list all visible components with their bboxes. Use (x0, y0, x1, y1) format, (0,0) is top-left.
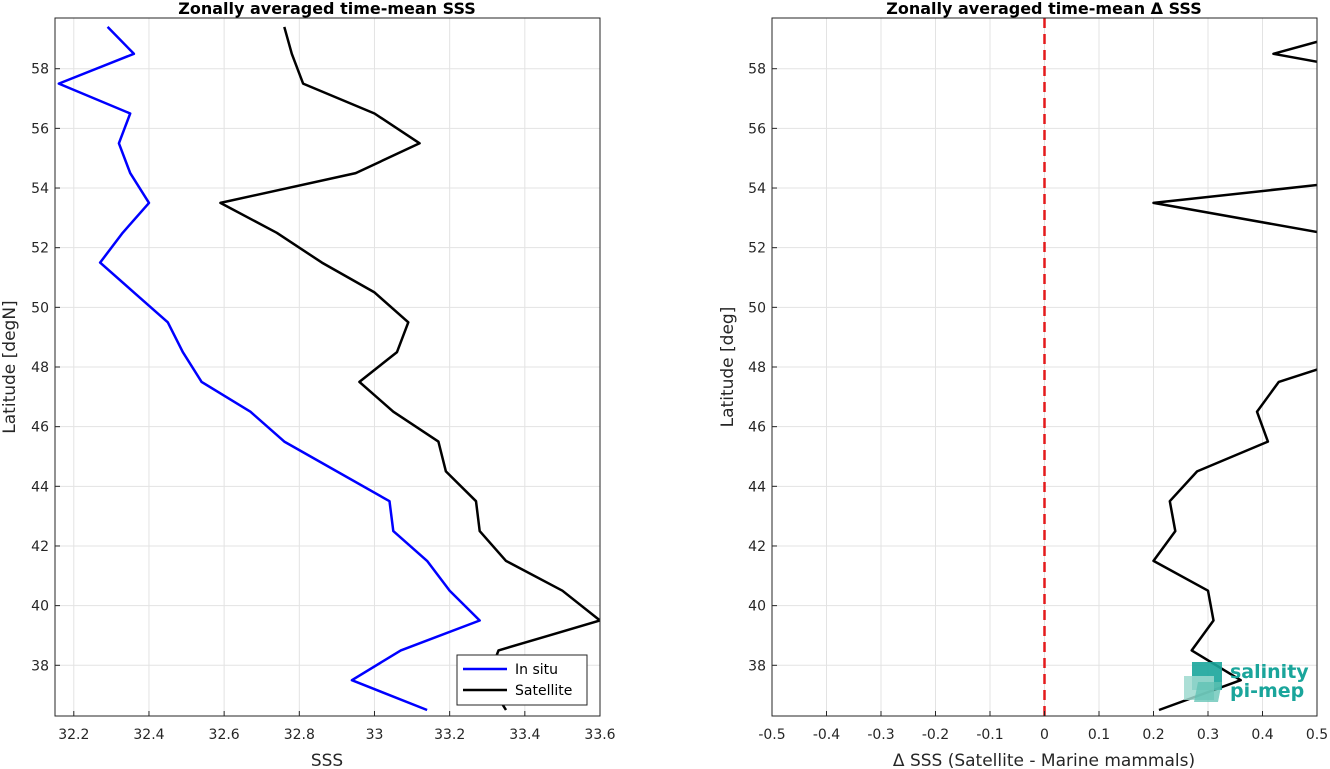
left-chart-title: Zonally averaged time-mean SSS (178, 0, 476, 18)
right-series-line-2 (1272, 40, 1317, 64)
left-y-tick-label: 38 (31, 658, 49, 674)
left-x-tick-label: 33.2 (434, 727, 465, 743)
left-x-tick-label: 33 (366, 727, 384, 743)
left-series-group (57, 26, 600, 712)
right-chart-title: Zonally averaged time-mean Δ SSS (886, 0, 1202, 18)
left-y-axis-label: Latitude [degN] (0, 300, 20, 433)
logo-line2: pi-mep (1230, 680, 1304, 702)
left-y-tick-label: 54 (31, 181, 49, 197)
left-y-tick-label: 50 (31, 300, 49, 316)
right-y-tick-label: 56 (748, 121, 766, 137)
left-y-tick-label: 56 (31, 121, 49, 137)
right-x-tick-label: 0.5 (1306, 727, 1328, 743)
right-x-tick-label: -0.2 (922, 727, 949, 743)
legend-box (456, 654, 588, 706)
left-series-line-1 (219, 26, 600, 711)
right-y-tick-label: 48 (748, 360, 766, 376)
left-ticks: 32.2 32.4 32.6 32.8 33 33.2 33.4 33.6 38 40 42 44 46… (31, 62, 616, 743)
right-y-tick-label: 44 (748, 479, 766, 495)
right-y-tick-label: 58 (748, 62, 766, 78)
left-y-tick-label: 44 (31, 479, 49, 495)
left-x-tick-label: 32.4 (133, 727, 164, 743)
legend: In situ Satellite (456, 654, 588, 706)
left-y-tick-label: 46 (31, 420, 49, 436)
right-ticks: -0.5 -0.4 -0.3 -0.2 -0.1 0 0.1 0.2 0.3 0.4 0.5 38 40… (748, 62, 1328, 743)
left-chart-panel: 32.2 32.4 32.6 32.8 33 33.2 33.4 33.6 38 40 42 44 46… (0, 0, 616, 769)
left-x-tick-label: 33.4 (509, 727, 540, 743)
logo-mark-icon (1184, 662, 1222, 702)
logo-line1: salinity (1230, 661, 1309, 683)
right-y-tick-label: 40 (748, 599, 766, 615)
right-x-tick-label: -0.3 (867, 727, 894, 743)
left-x-tick-label: 32.8 (284, 727, 315, 743)
right-x-tick-label: 0 (1040, 727, 1049, 743)
right-x-tick-label: 0.3 (1197, 727, 1219, 743)
left-y-tick-label: 40 (31, 599, 49, 615)
right-y-tick-label: 38 (748, 658, 766, 674)
left-x-axis-label: SSS (311, 751, 343, 769)
left-series-line-0 (57, 26, 481, 712)
right-series-line-1 (1152, 183, 1317, 234)
left-x-tick-label: 32.6 (209, 727, 240, 743)
left-y-tick-label: 48 (31, 360, 49, 376)
right-y-tick-label: 50 (748, 300, 766, 316)
legend-label-in-situ: In situ (515, 662, 558, 678)
left-x-tick-label: 33.6 (584, 727, 615, 743)
legend-label-satellite: Satellite (515, 683, 572, 699)
right-y-tick-label: 46 (748, 420, 766, 436)
right-x-tick-label: -0.4 (813, 727, 840, 743)
right-series-group (1152, 40, 1317, 712)
right-x-tick-label: 0.4 (1251, 727, 1273, 743)
right-y-tick-label: 52 (748, 241, 766, 257)
salinity-pi-mep-logo: salinity pi-mep (1184, 661, 1309, 702)
right-x-tick-label: 0.2 (1142, 727, 1164, 743)
right-y-tick-label: 54 (748, 181, 766, 197)
left-y-tick-label: 52 (31, 241, 49, 257)
right-x-tick-label: 0.1 (1088, 727, 1110, 743)
right-y-axis-label: Latitude [deg] (718, 307, 738, 428)
right-y-tick-label: 42 (748, 539, 766, 555)
left-y-tick-label: 58 (31, 62, 49, 78)
right-x-tick-label: -0.1 (976, 727, 1003, 743)
right-chart-panel: -0.5 -0.4 -0.3 -0.2 -0.1 0 0.1 0.2 0.3 0.4 0.5 38 40… (718, 0, 1328, 769)
right-x-axis-label: Δ SSS (Satellite - Marine mammals) (893, 751, 1195, 769)
left-y-tick-label: 42 (31, 539, 49, 555)
left-x-tick-label: 32.2 (58, 727, 89, 743)
right-x-tick-label: -0.5 (758, 727, 785, 743)
right-series-line-0 (1152, 368, 1317, 712)
